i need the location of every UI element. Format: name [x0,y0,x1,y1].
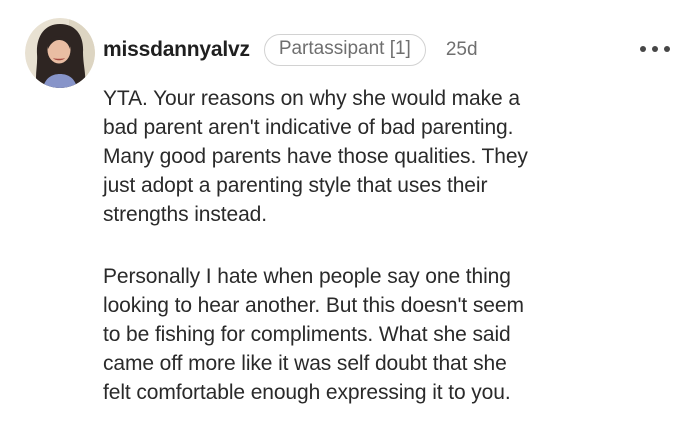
menu-dot [664,46,670,52]
username[interactable]: missdannyalvz [103,38,250,61]
menu-dot [640,46,646,52]
comment-body: YTA. Your reasons on why she would make … [103,84,678,440]
flair-badge: Partassipant [1] [263,34,426,66]
avatar-image [25,18,95,88]
comment-paragraph-1: YTA. Your reasons on why she would make … [103,87,528,226]
comment-header: missdannyalvz Partassipant [1] 25d [103,32,610,68]
timestamp: 25d [445,39,478,60]
overflow-menu-icon[interactable] [638,42,672,56]
comment-paragraph-2: Personally I hate when people say one th… [103,265,524,404]
avatar[interactable] [25,18,95,88]
menu-dot [652,46,658,52]
